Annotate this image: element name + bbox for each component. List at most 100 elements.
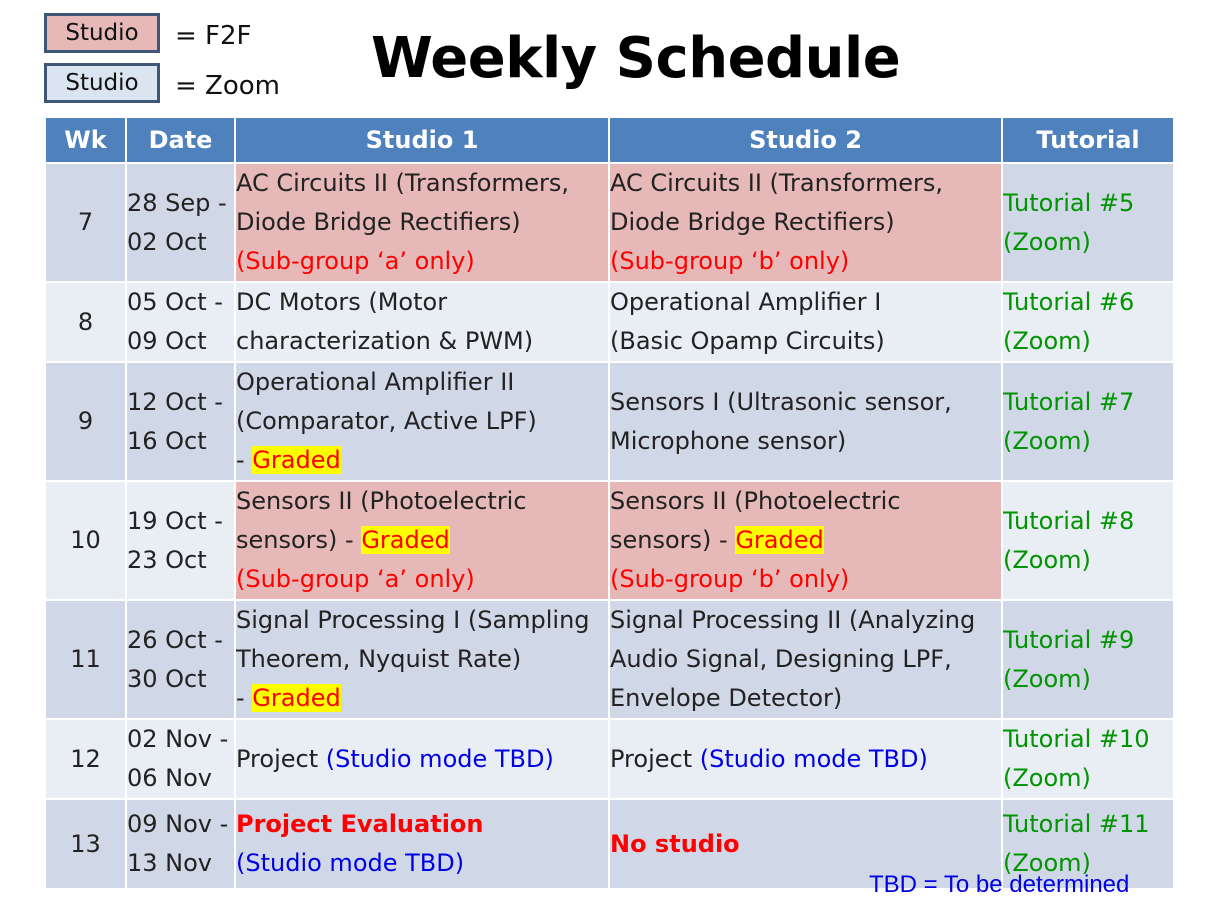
session-line: AC Circuits II (Transformers, bbox=[610, 169, 944, 197]
tutorial-label: Tutorial #9 bbox=[1003, 625, 1135, 654]
subgroup-note: (Sub-group ‘b’ only) bbox=[610, 565, 850, 593]
header-date: Date bbox=[125, 116, 236, 164]
header-studio-2: Studio 2 bbox=[608, 116, 1003, 164]
studio-2-cell: AC Circuits II (Transformers, Diode Brid… bbox=[608, 162, 1003, 283]
tutorial-label: Tutorial #11 bbox=[1003, 810, 1150, 838]
date-end: 16 Oct bbox=[127, 426, 207, 455]
session-line: AC Circuits II (Transformers, bbox=[236, 169, 570, 197]
date-end: 02 Oct bbox=[127, 227, 207, 256]
session-line: Sensors II (Photoelectric bbox=[236, 487, 527, 515]
studio-1-cell: DC Motors (Motor characterization & PWM) bbox=[234, 281, 610, 363]
footnote: TBD = To be determined bbox=[869, 871, 1130, 898]
session-text: Project bbox=[236, 744, 326, 773]
date-start: 09 Nov - bbox=[127, 810, 229, 838]
graded-line: - Graded bbox=[236, 679, 607, 717]
week-number: 7 bbox=[44, 162, 127, 283]
date-end: 09 Oct bbox=[127, 327, 207, 355]
date-cell: 12 Oct - 16 Oct bbox=[125, 361, 236, 482]
tutorial-label: Tutorial #8 bbox=[1003, 506, 1135, 535]
legend-zoom-label: Studio bbox=[65, 70, 139, 96]
week-number: 8 bbox=[44, 281, 127, 363]
session-line: Audio Signal, Designing LPF, bbox=[610, 645, 952, 673]
session-line: (Basic Opamp Circuits) bbox=[610, 327, 885, 355]
studio-2-cell: Sensors I (Ultrasonic sensor, Microphone… bbox=[608, 361, 1003, 482]
graded-line: sensors) - Graded bbox=[610, 521, 1000, 560]
graded-badge: Graded bbox=[252, 684, 341, 712]
week-number: 12 bbox=[44, 718, 127, 800]
session-line: Project (Studio mode TBD) bbox=[611, 740, 1000, 779]
studio-1-cell: Project Evaluation (Studio mode TBD) bbox=[234, 798, 610, 890]
tutorial-mode: (Zoom) bbox=[1003, 227, 1091, 256]
studio-mode-note: (Studio mode TBD) bbox=[325, 744, 554, 773]
page-title: Weekly Schedule bbox=[371, 26, 901, 91]
date-cell: 09 Nov - 13 Nov bbox=[125, 798, 236, 890]
session-line: DC Motors (Motor bbox=[236, 288, 448, 316]
session-line: Signal Processing I (Sampling bbox=[236, 606, 590, 634]
tutorial-mode: (Zoom) bbox=[1003, 764, 1091, 792]
graded-badge: Graded bbox=[252, 446, 341, 474]
date-start: 02 Nov - bbox=[127, 725, 229, 753]
date-end: 13 Nov bbox=[127, 849, 213, 877]
studio-2-cell: No studio bbox=[608, 798, 1003, 890]
tutorial-cell: Tutorial #6 (Zoom) bbox=[1001, 281, 1175, 363]
date-cell: 26 Oct - 30 Oct bbox=[125, 599, 236, 720]
session-line: characterization & PWM) bbox=[236, 327, 534, 355]
tutorial-label: Tutorial #7 bbox=[1003, 387, 1135, 416]
schedule-table: Wk Date Studio 1 Studio 2 Tutorial 7 28 … bbox=[44, 116, 1175, 890]
date-cell: 05 Oct - 09 Oct bbox=[125, 281, 236, 363]
graded-line: sensors) - Graded bbox=[237, 521, 607, 560]
studio-1-cell: AC Circuits II (Transformers, Diode Brid… bbox=[234, 162, 610, 283]
session-line: Diode Bridge Rectifiers) bbox=[610, 208, 895, 236]
graded-prefix: - bbox=[236, 684, 253, 712]
session-line: (Comparator, Active LPF) bbox=[236, 407, 537, 435]
table-row: 11 26 Oct - 30 Oct Signal Processing I (S… bbox=[44, 599, 1175, 720]
tutorial-mode: (Zoom) bbox=[1003, 327, 1091, 355]
tutorial-cell: Tutorial #9 (Zoom) bbox=[1001, 599, 1175, 720]
legend-f2f-label: Studio bbox=[65, 20, 139, 46]
session-line: Sensors I (Ultrasonic sensor, bbox=[610, 387, 952, 416]
subgroup-note: (Sub-group ‘a’ only) bbox=[236, 247, 475, 275]
session-line: Signal Processing II (Analyzing bbox=[610, 606, 976, 634]
table-row: 10 19 Oct - 23 Oct Sensors II (Photoelect… bbox=[44, 480, 1175, 601]
studio-mode-note: (Studio mode TBD) bbox=[699, 744, 928, 773]
session-text: sensors) - bbox=[610, 526, 736, 554]
subgroup-note: (Sub-group ‘a’ only) bbox=[236, 565, 475, 593]
session-line: Project (Studio mode TBD) bbox=[236, 740, 607, 779]
table-row: 13 09 Nov - 13 Nov Project Evaluation (St… bbox=[44, 798, 1175, 890]
studio-1-cell: Signal Processing I (Sampling Theorem, N… bbox=[234, 599, 610, 720]
legend-f2f-meaning: = F2F bbox=[175, 21, 252, 51]
studio-1-cell: Sensors II (Photoelectric sensors) - Gra… bbox=[234, 480, 610, 601]
studio-2-cell: Sensors II (Photoelectric sensors) - Gra… bbox=[608, 480, 1003, 601]
tutorial-label: Tutorial #10 bbox=[1003, 725, 1150, 753]
tutorial-mode: (Zoom) bbox=[1003, 849, 1091, 877]
graded-prefix: - bbox=[236, 446, 253, 474]
session-line: Sensors II (Photoelectric bbox=[610, 487, 901, 515]
week-number: 13 bbox=[44, 798, 127, 890]
studio-2-cell: Operational Amplifier I (Basic Opamp Cir… bbox=[608, 281, 1003, 363]
graded-badge: Graded bbox=[735, 526, 824, 554]
legend-zoom-swatch: Studio bbox=[44, 63, 160, 103]
studio-2-cell: Signal Processing II (Analyzing Audio Si… bbox=[608, 599, 1003, 720]
tutorial-mode: (Zoom) bbox=[1003, 664, 1091, 693]
tutorial-cell: Tutorial #11 (Zoom) bbox=[1001, 798, 1175, 890]
tutorial-mode: (Zoom) bbox=[1003, 426, 1091, 455]
header-tutorial: Tutorial bbox=[1001, 116, 1175, 164]
date-start: 19 Oct - bbox=[127, 506, 223, 535]
session-line: Envelope Detector) bbox=[610, 684, 843, 712]
tutorial-cell: Tutorial #7 (Zoom) bbox=[1001, 361, 1175, 482]
session-line: Microphone sensor) bbox=[610, 426, 847, 455]
studio-1-cell: Project (Studio mode TBD) bbox=[234, 718, 610, 800]
date-start: 26 Oct - bbox=[127, 625, 223, 654]
session-line: Operational Amplifier II bbox=[236, 368, 515, 396]
header-wk: Wk bbox=[44, 116, 127, 164]
tutorial-cell: Tutorial #5 (Zoom) bbox=[1001, 162, 1175, 283]
session-line: Diode Bridge Rectifiers) bbox=[236, 208, 521, 236]
legend-f2f-swatch: Studio bbox=[44, 13, 160, 53]
date-end: 23 Oct bbox=[127, 545, 207, 574]
graded-badge: Graded bbox=[361, 526, 450, 554]
table-row: 7 28 Sep - 02 Oct AC Circuits II (Transfo… bbox=[44, 162, 1175, 283]
date-start: 12 Oct - bbox=[127, 387, 223, 416]
legend-zoom-meaning: = Zoom bbox=[175, 71, 281, 101]
studio-2-cell: Project (Studio mode TBD) bbox=[608, 718, 1003, 800]
date-cell: 02 Nov - 06 Nov bbox=[125, 718, 236, 800]
